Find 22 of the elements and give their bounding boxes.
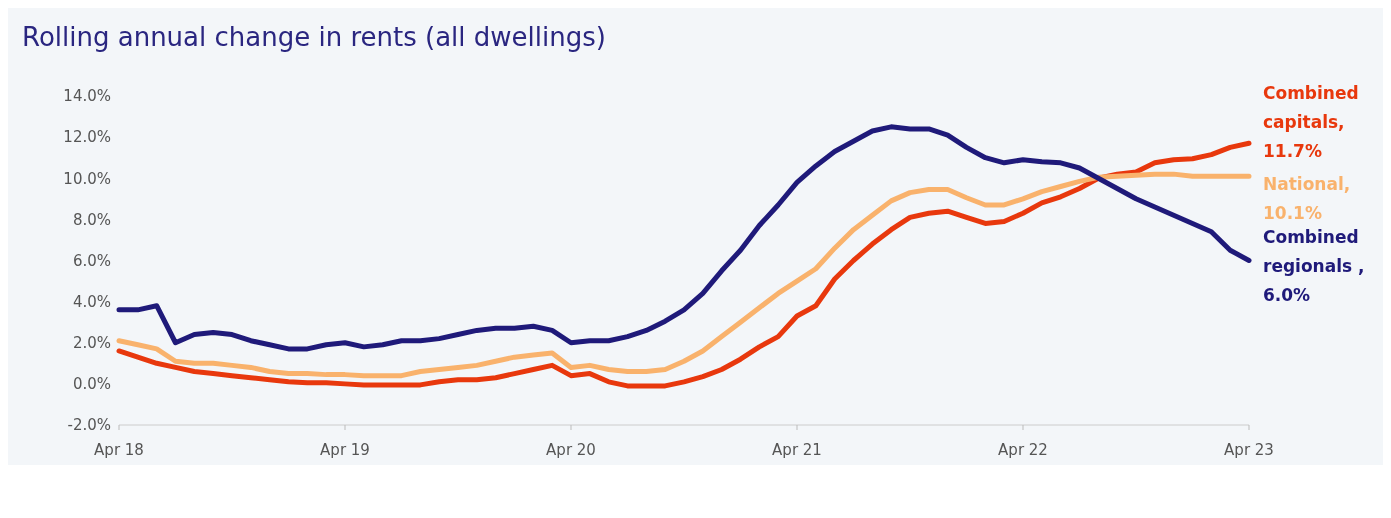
y-tick-label: 14.0%: [63, 87, 111, 106]
data-label: 6.0%: [1263, 284, 1311, 305]
x-tick-label: Apr 21: [772, 441, 822, 459]
series-label: National,: [1263, 174, 1351, 195]
x-tick-label: Apr 23: [1224, 441, 1274, 459]
x-tick-label: Apr 22: [998, 441, 1048, 459]
x-tick-label: Apr 20: [546, 441, 596, 459]
y-tick-label: 12.0%: [63, 128, 111, 147]
x-tick-label: Apr 19: [320, 441, 370, 459]
y-tick-label: -2.0%: [67, 416, 111, 435]
y-tick-label: 0.0%: [72, 375, 111, 394]
y-tick-label: 2.0%: [72, 334, 111, 353]
series-label: Combined capitals,: [1263, 83, 1359, 133]
data-label: 11.7%: [1263, 141, 1322, 162]
x-tick-label: Apr 18: [94, 441, 144, 459]
data-label: 10.1%: [1263, 203, 1322, 224]
y-tick-label: 8.0%: [72, 210, 111, 229]
y-tick-label: 10.0%: [63, 169, 111, 188]
chart-title: Rolling annual change in rents (all dwellings): [21, 21, 607, 54]
series-label: Combined regionals ,: [1263, 226, 1365, 276]
y-tick-label: 6.0%: [72, 251, 111, 270]
y-tick-label: 4.0%: [72, 292, 111, 311]
